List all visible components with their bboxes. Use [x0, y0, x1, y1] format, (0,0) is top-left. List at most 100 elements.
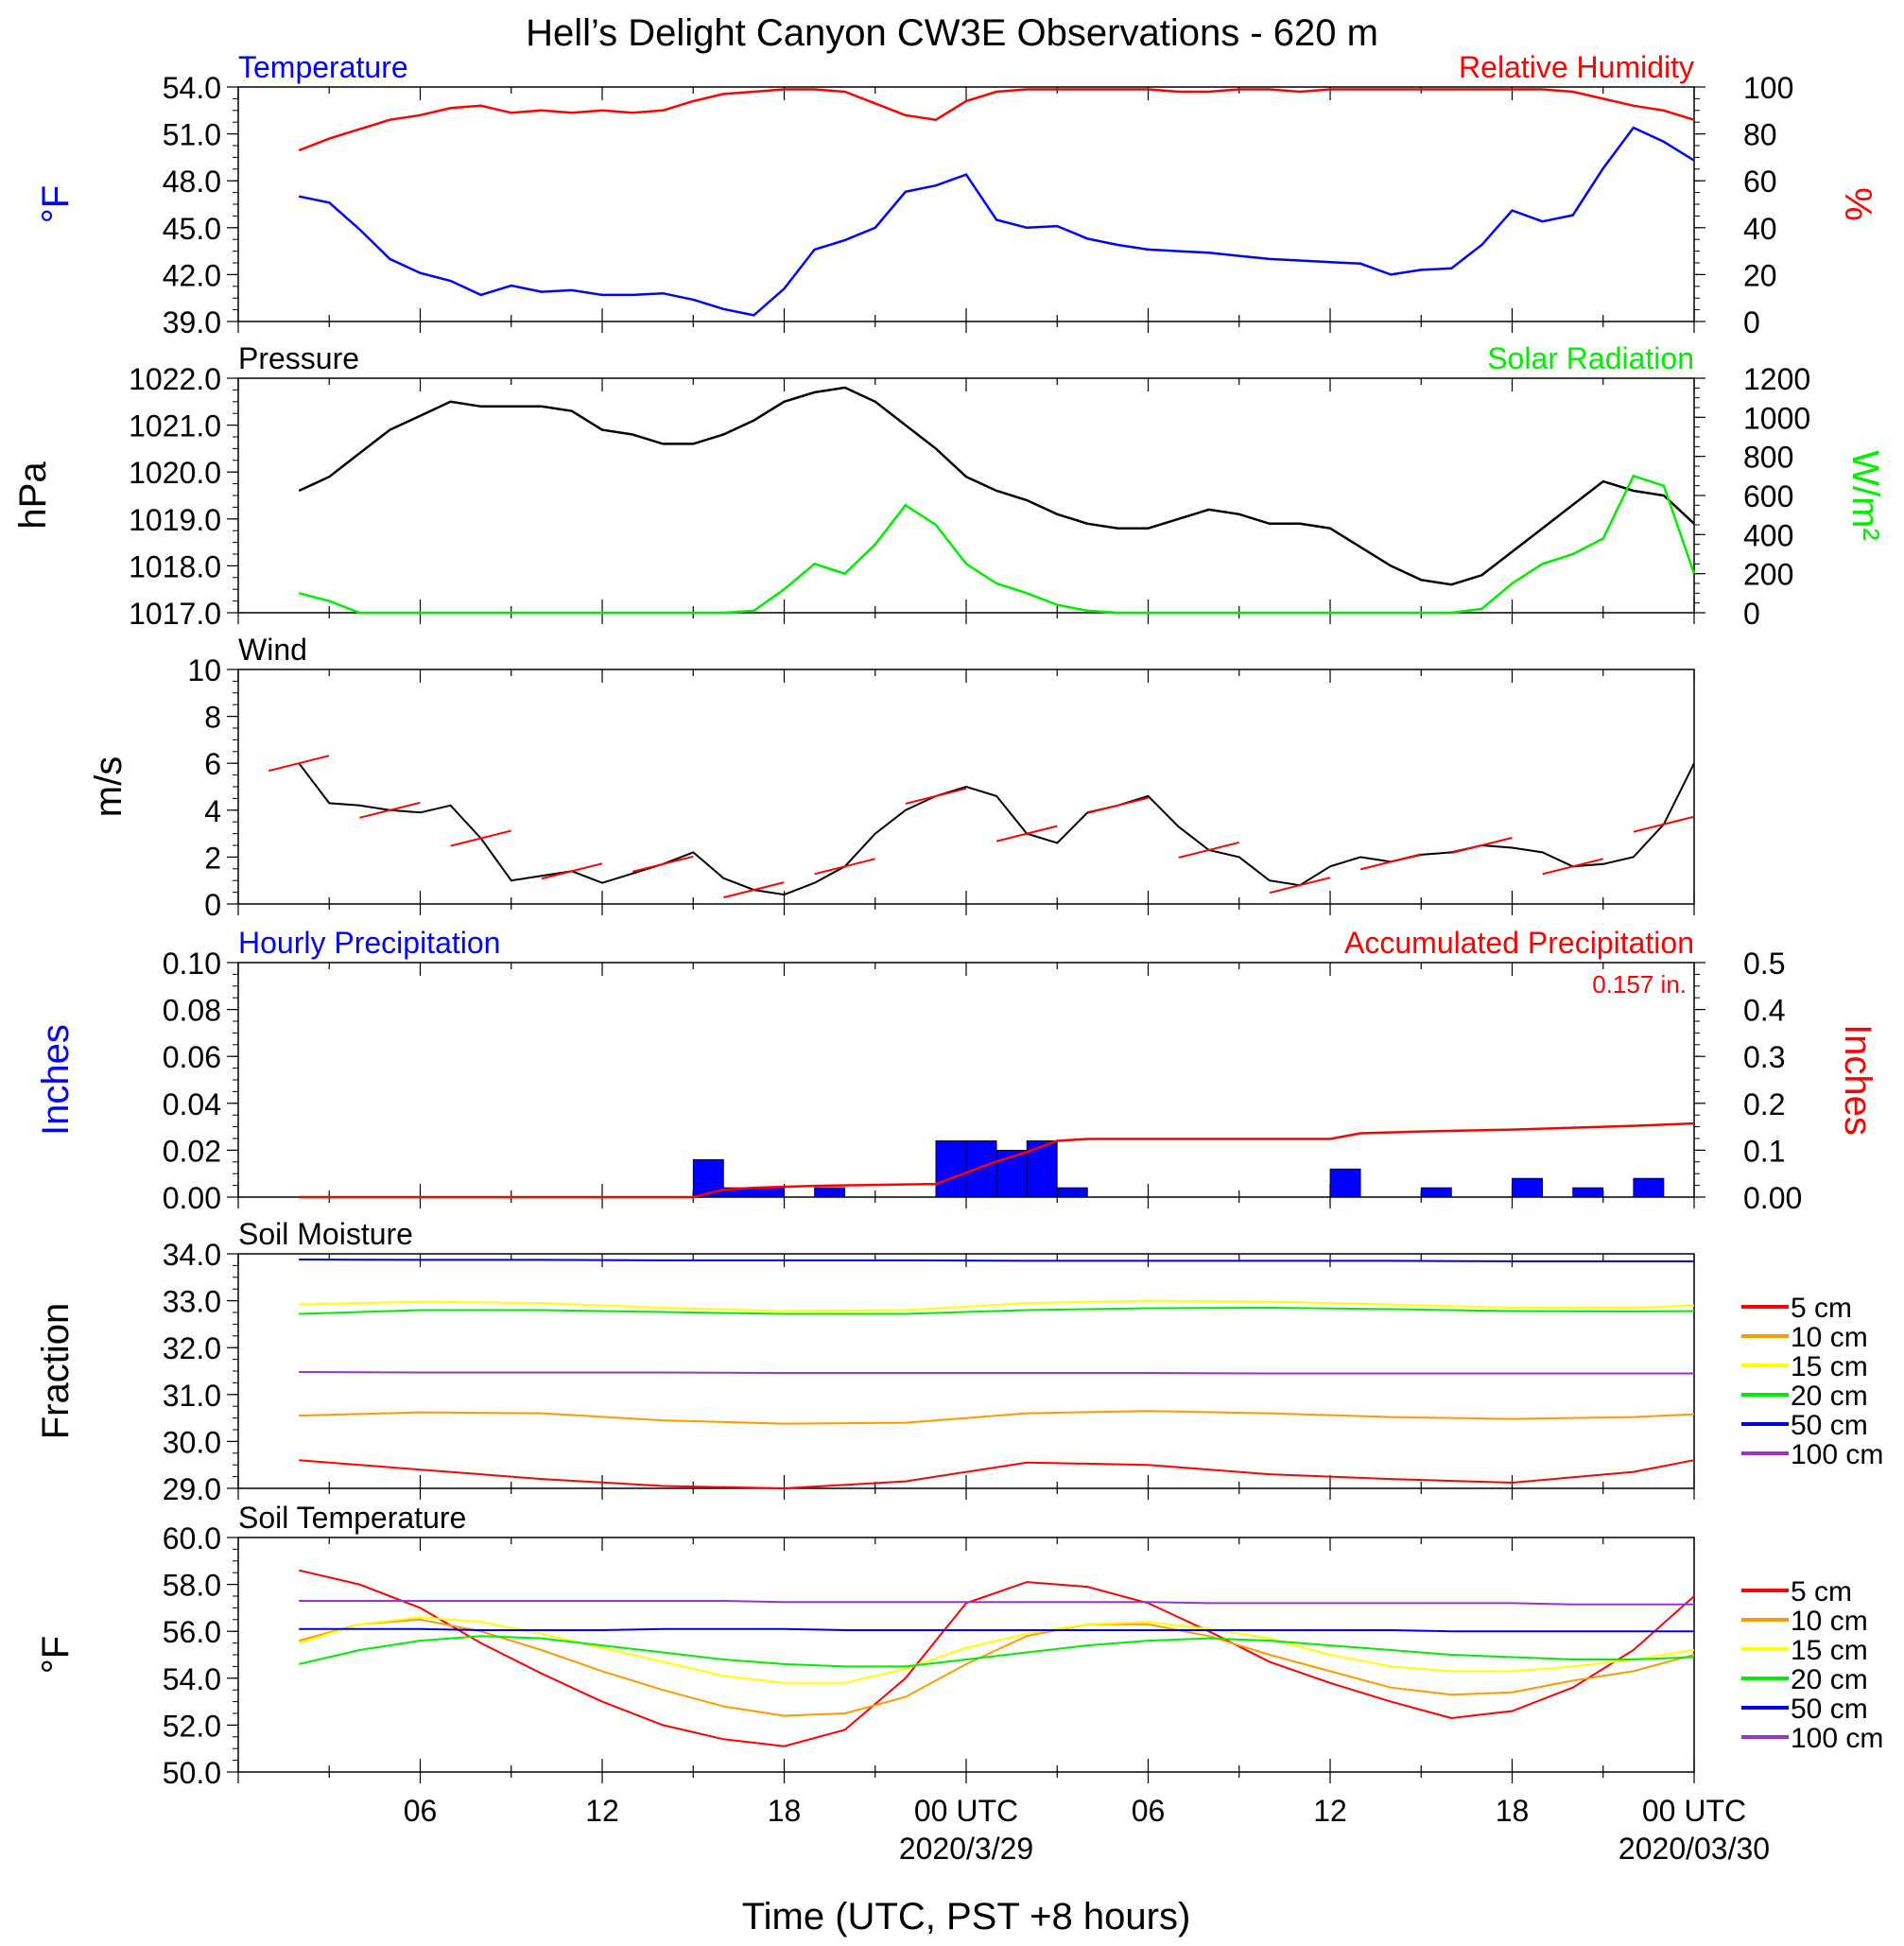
y-tick-label-left: 54.0 [163, 71, 221, 105]
y-tick-label-left: 0.04 [163, 1087, 221, 1121]
y-tick-label-left: 50.0 [163, 1756, 221, 1790]
series-relative-humidity [298, 88, 1695, 152]
x-tick-label: 18 [1496, 1794, 1530, 1828]
series-100cm [299, 1371, 1694, 1375]
ylabel-rh: % [1837, 187, 1878, 221]
y-tick-label-left: 52.0 [163, 1709, 221, 1743]
x-tick-label: 00 UTC [1642, 1794, 1746, 1828]
y-tick-label-left: 0.08 [163, 994, 221, 1028]
wind-barb [1359, 853, 1422, 871]
y-tick-label-right: 0 [1743, 305, 1760, 339]
y-tick-label-left: 1019.0 [129, 503, 221, 537]
series-50cm [299, 1627, 1694, 1633]
legend-label: 100 cm [1791, 1723, 1883, 1754]
y-tick-label-left: 34.0 [163, 1238, 221, 1272]
precip-bar [1056, 1187, 1088, 1198]
y-tick-label-right: 0.3 [1743, 1040, 1785, 1074]
y-tick-label-right: 40 [1743, 212, 1777, 246]
y-tick-label-right: 200 [1743, 558, 1793, 592]
panel-title-soil-moisture: Soil Moisture [238, 1217, 413, 1251]
panel-title-soil-temperature: Soil Temperature [238, 1501, 466, 1535]
y-tick-label-left: 32.0 [163, 1331, 221, 1365]
series-50cm [299, 1259, 1694, 1262]
y-tick-label-right: 800 [1743, 441, 1793, 475]
panel-title-relative-humidity: Relative Humidity [1459, 50, 1694, 84]
panel-title-solar-radiation: Solar Radiation [1487, 341, 1694, 375]
series-solar-radiation [298, 474, 1696, 615]
y-tick-label-left: 42.0 [163, 258, 221, 292]
ylabel-pressure: hPa [12, 461, 54, 530]
x-date-label: 2020/03/30 [1618, 1832, 1770, 1866]
wind-barb [632, 855, 694, 873]
figure-title: Hell’s Delight Canyon CW3E Observations … [526, 12, 1378, 54]
wind-barb [1087, 796, 1149, 814]
ylabel-accum-precip: Inches [1837, 1024, 1878, 1136]
legend-label: 10 cm [1791, 1322, 1868, 1353]
y-tick-label-right: 0.2 [1743, 1087, 1785, 1121]
series-pressure [298, 386, 1695, 586]
wind-barb [1542, 858, 1603, 876]
y-tick-label-left: 1018.0 [129, 549, 221, 583]
y-tick-label-left: 29.0 [163, 1472, 221, 1506]
panel-4-frame [237, 1253, 1695, 1489]
series-20cm [299, 1306, 1695, 1315]
wind-barb [814, 858, 875, 876]
series-10cm [298, 1618, 1695, 1717]
y-tick-label-left: 1017.0 [129, 597, 221, 631]
y-tick-label-left: 60.0 [163, 1521, 221, 1555]
series-accumulated-precipitation [299, 1121, 1695, 1199]
series-20cm [298, 1635, 1695, 1668]
y-tick-label-right: 600 [1743, 479, 1793, 513]
series-wind-speed [298, 762, 1695, 896]
y-tick-label-right: 20 [1743, 258, 1777, 292]
wind-barb [268, 755, 330, 773]
panel-title-pressure: Pressure [238, 341, 359, 375]
wind-barb [723, 881, 785, 899]
wind-barb [1269, 877, 1331, 895]
legend-label: 20 cm [1791, 1381, 1868, 1412]
y-tick-label-right: 80 [1743, 118, 1777, 152]
y-tick-label-right: 1000 [1743, 401, 1810, 435]
wind-barb [1178, 841, 1239, 859]
ylabel-solar: W/m² [1844, 450, 1886, 541]
wind-barb [905, 787, 967, 805]
y-tick-label-right: 400 [1743, 518, 1793, 552]
y-tick-label-right: 0.5 [1743, 947, 1785, 981]
y-tick-label-left: 4 [204, 794, 221, 828]
wind-barb [359, 801, 421, 819]
legend-label: 5 cm [1791, 1576, 1852, 1607]
legend-label: 5 cm [1791, 1293, 1852, 1324]
y-tick-label-left: 58.0 [163, 1569, 221, 1603]
ylabel-soil-moisture: Fraction [35, 1303, 77, 1440]
series-5cm [299, 1459, 1695, 1490]
panel-0-frame [237, 86, 1695, 322]
y-tick-label-left: 2 [204, 841, 221, 875]
precip-bar [1512, 1177, 1543, 1198]
y-tick-label-left: 31.0 [163, 1379, 221, 1413]
y-tick-label-right: 100 [1743, 71, 1793, 105]
precip-bar [753, 1187, 785, 1198]
x-tick-label: 12 [585, 1794, 619, 1828]
y-tick-label-left: 54.0 [163, 1662, 221, 1696]
y-tick-label-left: 1021.0 [129, 409, 221, 443]
legend-label: 50 cm [1791, 1694, 1868, 1725]
ylabel-hourly-precip: Inches [35, 1024, 77, 1136]
x-tick-label: 18 [768, 1794, 802, 1828]
x-tick-label: 00 UTC [914, 1794, 1018, 1828]
wind-barb [450, 829, 511, 847]
accumulated-total-label: 0.157 in. [1592, 970, 1687, 999]
y-tick-label-left: 51.0 [163, 118, 221, 152]
precip-bar [995, 1150, 1028, 1198]
precip-bar [1420, 1187, 1452, 1198]
panel-title-temperature: Temperature [238, 50, 408, 84]
ylabel-wind: m/s [88, 756, 130, 817]
y-tick-label-left: 0.06 [163, 1040, 221, 1074]
ylabel-temperature: °F [35, 185, 77, 223]
y-tick-label-left: 39.0 [163, 305, 221, 339]
series-15cm [299, 1299, 1695, 1312]
y-tick-label-left: 6 [204, 747, 221, 781]
y-tick-label-left: 0.10 [163, 947, 221, 981]
ylabel-soil-temperature: °F [35, 1636, 77, 1674]
y-tick-label-right: 0.1 [1743, 1134, 1785, 1168]
